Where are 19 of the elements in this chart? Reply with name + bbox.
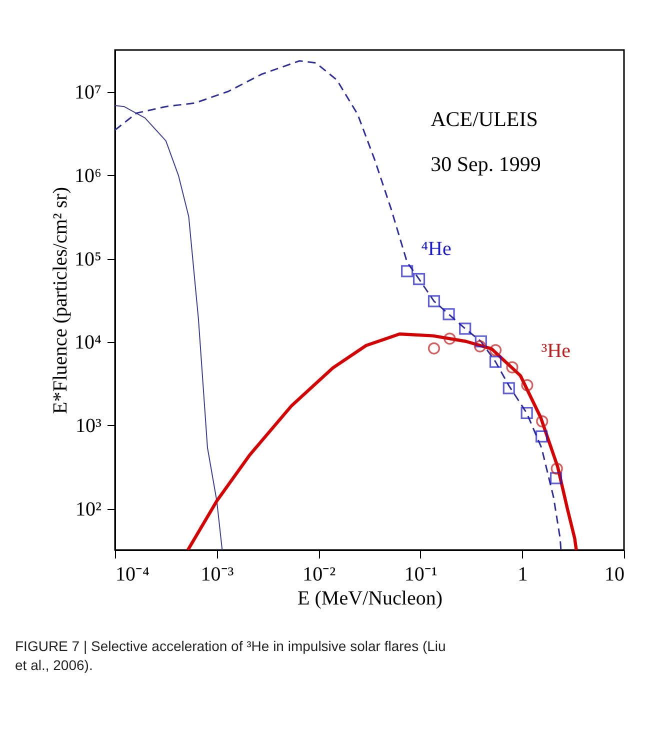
- series-label: ³He: [541, 340, 571, 362]
- x-tick-label: 10⁻⁴: [116, 564, 150, 586]
- y-axis-title: E*Fluence (particles/cm² sr): [50, 186, 72, 414]
- x-tick-label: 1: [518, 564, 528, 586]
- y-tick-label: 10⁶: [74, 164, 102, 187]
- annotation: ACE/ULEIS: [430, 107, 538, 131]
- x-tick-label: 10⁻¹: [404, 564, 438, 586]
- y-tick-label: 10⁷: [74, 82, 102, 104]
- y-tick-label: 10²: [76, 498, 102, 520]
- x-tick-label: 10⁻³: [200, 564, 234, 586]
- annotation: 30 Sep. 1999: [430, 152, 541, 176]
- y-tick-label: 10³: [76, 414, 102, 437]
- x-axis-title: E (MeV/Nucleon): [298, 588, 442, 610]
- x-tick-label: 10: [604, 564, 624, 586]
- caption: FIGURE 7 | Selective acceleration of ³He in impulsive solar flares (Liu et al., 2006).: [15, 638, 446, 673]
- x-tick-label: 10⁻²: [302, 564, 336, 586]
- series-label: ⁴He: [421, 238, 452, 260]
- y-tick-label: 10⁵: [74, 248, 102, 270]
- y-tick-label: 10⁴: [74, 332, 102, 354]
